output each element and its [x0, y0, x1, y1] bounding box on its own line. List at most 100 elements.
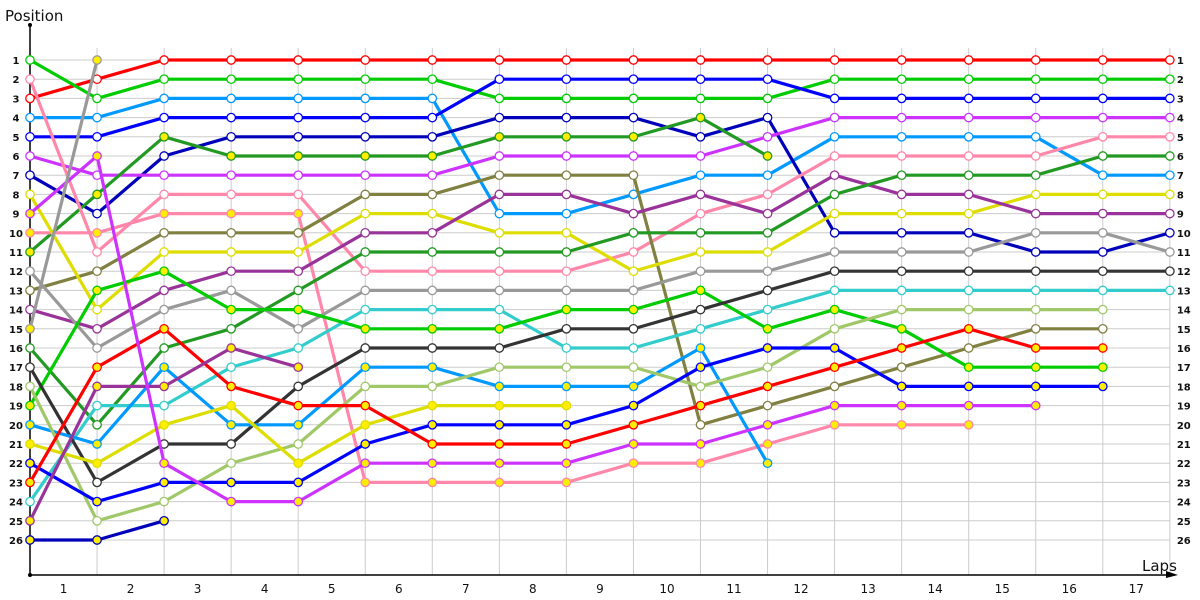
series-red-a — [25, 55, 1175, 104]
lap-marker — [25, 131, 35, 142]
lap-marker — [628, 247, 639, 257]
x-tick: 8 — [529, 582, 537, 596]
lap-marker — [92, 247, 102, 257]
lap-marker — [360, 208, 371, 219]
lap-marker — [695, 74, 706, 85]
lap-marker — [963, 304, 974, 315]
y-tick-left: 15 — [9, 325, 23, 336]
series-line — [28, 231, 1171, 350]
series-navy-a — [25, 112, 1175, 257]
y-tick-right: 5 — [1177, 133, 1184, 144]
lap-marker — [829, 323, 840, 334]
lap-marker — [1097, 208, 1108, 219]
pit-marker — [92, 381, 102, 392]
lap-marker — [963, 208, 974, 219]
lap-marker — [1097, 151, 1108, 161]
lap-marker — [226, 74, 236, 85]
series-line — [30, 77, 1170, 139]
lap-marker — [25, 266, 35, 277]
lap-marker — [360, 170, 371, 181]
pit-marker — [25, 477, 35, 488]
pit-marker — [427, 323, 438, 334]
lap-marker — [762, 189, 773, 200]
lap-marker — [1030, 304, 1041, 315]
lap-marker — [92, 266, 102, 277]
lap-marker — [92, 419, 102, 430]
lap-marker — [829, 74, 840, 85]
lap-marker — [1165, 151, 1175, 161]
lap-marker — [896, 112, 907, 123]
y-tick-left: 13 — [9, 286, 23, 297]
lap-marker — [628, 74, 639, 85]
lap-marker — [293, 170, 304, 181]
pit-marker — [159, 362, 169, 373]
pit-marker — [360, 477, 371, 488]
series-blue-a — [25, 74, 1175, 142]
pit-marker — [360, 419, 371, 430]
y-axis-end-dot — [28, 23, 32, 27]
pit-marker — [427, 419, 438, 430]
series-darkgreen-b — [25, 151, 1175, 430]
lap-marker — [695, 131, 706, 142]
lap-marker — [628, 285, 639, 296]
x-tick: 10 — [659, 582, 674, 596]
pit-marker — [25, 515, 35, 526]
lap-marker — [293, 112, 304, 123]
x-tick: 9 — [596, 582, 604, 596]
lap-marker — [896, 285, 907, 296]
lap-marker — [829, 247, 840, 257]
lap-marker — [628, 208, 639, 219]
series-gray-b — [25, 55, 102, 334]
pit-marker — [628, 439, 639, 449]
lap-marker — [1165, 227, 1175, 238]
pit-marker — [494, 458, 505, 469]
pit-marker — [293, 496, 304, 507]
y-tick-right: 25 — [1177, 517, 1191, 528]
lap-marker — [1097, 304, 1108, 315]
lap-marker — [963, 247, 974, 257]
series-pink-a — [25, 74, 1175, 277]
lap-marker — [829, 151, 840, 161]
lap-marker — [159, 55, 169, 65]
lap-marker — [896, 170, 907, 181]
y-tick-right: 26 — [1177, 536, 1191, 547]
pit-marker — [159, 458, 169, 469]
series-lightblue-b — [25, 343, 773, 469]
lap-marker — [829, 227, 840, 238]
x-tick: 4 — [261, 582, 269, 596]
lap-marker — [159, 170, 169, 181]
lap-marker — [762, 170, 773, 181]
pit-marker — [762, 323, 773, 334]
series-lines — [25, 55, 1175, 545]
y-tick-left: 8 — [13, 190, 20, 201]
lap-marker — [159, 496, 169, 507]
pit-marker — [494, 477, 505, 488]
lap-marker — [159, 285, 169, 296]
lap-marker — [92, 112, 102, 123]
pit-marker — [226, 400, 236, 411]
y-tick-right: 13 — [1177, 286, 1191, 297]
lap-marker — [25, 55, 35, 65]
lap-marker — [1165, 131, 1175, 142]
pit-marker — [561, 419, 572, 430]
series-line — [29, 173, 1170, 331]
pit-marker — [25, 323, 35, 334]
pit-marker — [628, 458, 639, 469]
y-tick-left: 17 — [9, 363, 23, 374]
lap-marker — [1030, 93, 1041, 104]
lap-marker — [762, 400, 773, 411]
lap-marker — [1030, 131, 1041, 142]
y-tick-right: 9 — [1177, 210, 1184, 221]
lap-marker — [226, 93, 236, 104]
series-plum-a — [25, 170, 1175, 334]
pit-marker — [293, 419, 304, 430]
lap-marker — [1165, 189, 1175, 200]
lap-marker — [1097, 131, 1108, 142]
pit-marker — [829, 419, 840, 430]
lap-marker — [829, 93, 840, 104]
lap-marker — [427, 131, 438, 142]
lap-marker — [628, 266, 639, 277]
series-navy-b — [25, 515, 169, 545]
lap-marker — [293, 381, 304, 392]
lap-marker — [494, 170, 505, 181]
